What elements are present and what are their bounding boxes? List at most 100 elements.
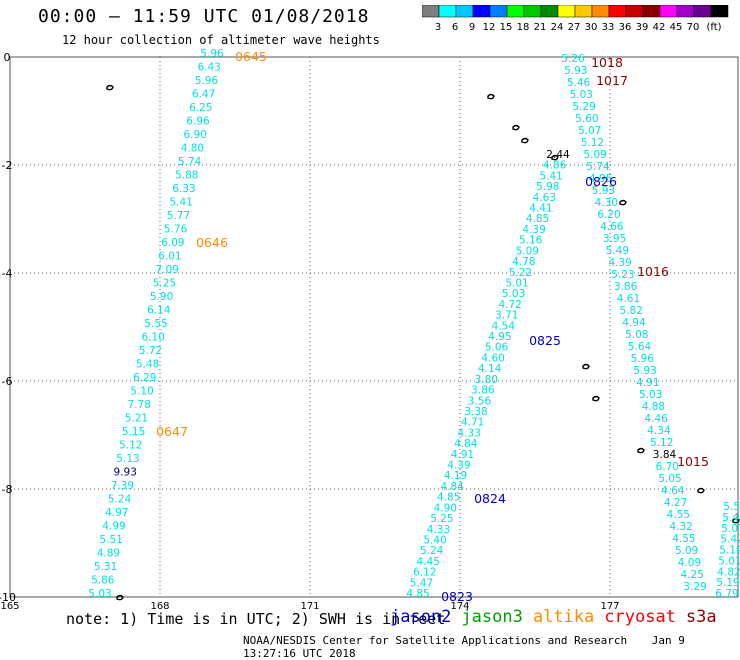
wave-height-value: 4.27 [664,497,687,509]
wave-height-value: 4.55 [672,533,695,545]
island-outline [697,487,705,494]
wave-height-value: 4.84 [454,438,478,450]
pass-time-label: 0826 [585,174,617,189]
wave-height-value: 5.41 [170,197,193,209]
wave-height-value: 6.79 [715,588,738,600]
island-outline [637,447,645,454]
wave-height-value: 4.84 [440,481,464,493]
island-outline [487,93,495,100]
wave-height-value: 5.93 [633,365,656,377]
wave-height-value: 5.15 [122,426,145,438]
island-outline [592,395,600,402]
wave-height-value: 4.09 [678,557,701,569]
wave-height-value: 5.72 [139,345,162,357]
wave-height-value: 5.07 [721,523,740,535]
wave-height-value: 5.24 [108,494,132,506]
colorbar-label: 45 [670,22,683,33]
island-outline [551,154,559,161]
wave-height-value: 2.44 [546,149,570,161]
wave-height-value: 4.78 [512,256,535,268]
wave-height-value: 5.24 [420,545,444,557]
wave-height-value: 4.46 [644,413,668,425]
island-outline [619,199,627,206]
wave-height-value: 3.80 [475,374,498,386]
wave-height-value: 5.40 [423,534,446,546]
wave-height-value: 6.43 [198,62,221,74]
wave-height-value: 5.09 [583,149,606,161]
map-subtitle: 12 hour collection of altimeter wave hei… [62,33,380,47]
wave-height-value: 5.48 [722,512,740,524]
island-outline [521,137,529,144]
wave-height-value: 4.39 [522,224,545,236]
wave-height-value: 5.60 [575,113,598,125]
wave-height-value: 5.49 [606,245,629,257]
colorbar-label: (ft) [706,22,721,33]
wave-height-value: 5.19 [719,545,740,557]
satellite-legend: jason2 jason3 altika cryosat s3a [390,607,727,627]
lat-label: -8 [2,483,13,496]
colorbar-label: 9 [469,22,475,33]
wave-height-value: 4.91 [451,449,474,461]
wave-height-value: 5.74 [586,161,610,173]
colorbar-label: 27 [568,22,581,33]
wave-height-value: 5.74 [178,156,202,168]
pass-time-label: 1018 [591,55,623,70]
wave-height-value: 4.39 [447,460,470,472]
island-outline [116,594,124,601]
wave-height-value: 5.96 [195,75,219,87]
island-outline [732,517,740,524]
wave-height-value: 3.71 [495,310,518,322]
colorbar-label: 12 [483,22,496,33]
wave-height-value: 4.82 [717,566,740,578]
wave-height-value: 4.14 [478,363,502,375]
wave-height-value: 4.85 [526,213,549,225]
pass-time-label: 1017 [596,73,628,88]
wave-height-value: 5.03 [570,89,593,101]
legend-s3a: s3a [685,607,717,627]
wave-height-value: 4.95 [488,331,511,343]
wave-height-value: 4.89 [97,548,120,560]
wave-height-value: 5.48 [136,359,159,371]
lon-label: 165 [0,601,19,612]
pass-time-label: 1016 [637,264,669,279]
map-frame [9,56,739,598]
lat-label: -6 [2,375,13,388]
wave-height-value: 4.33 [427,524,450,536]
wave-height-value: 4.32 [669,521,692,533]
wave-height-value: 5.98 [536,181,559,193]
wave-height-value: 5.01 [718,555,740,567]
colorbar-label: 3 [435,22,441,33]
pass-time-label: 0825 [529,333,561,348]
wave-height-value: 4.34 [647,425,671,437]
wave-height-value: 4.88 [642,401,665,413]
legend-jason2: jason2 [390,607,452,627]
wave-height-value: 4.30 [595,197,618,209]
wave-height-value: 5.86 [91,575,115,587]
wave-height-value: 7.39 [111,480,134,492]
footer-org: NOAA/NESDIS Center for Satellite Applica… [243,634,628,647]
wave-height-colorbar: 3 6 9 12 15 18 21 24 27 30 33 36 39 42 45 70 (ft) [422,5,729,33]
wave-height-value: 4.54 [492,320,516,332]
wave-height-value: 5.03 [639,389,662,401]
pass-time-label: 0647 [156,424,188,439]
wave-height-value: 4.71 [461,417,484,429]
colorbar-label: 30 [585,22,598,33]
wave-height-value: 5.12 [650,437,673,449]
wave-height-value: 4.95 [589,173,612,185]
lat-label: 0 [4,51,11,64]
wave-height-value: 5.41 [539,170,562,182]
pass-time-label: 0823 [441,589,473,604]
wave-height-value: 5.55 [144,318,167,330]
colorbar-label: 39 [636,22,649,33]
lon-label: 171 [300,601,319,612]
wave-height-value: 5.09 [675,545,698,557]
wave-height-value: 4.80 [181,143,204,155]
wave-height-value: 5.03 [88,588,111,600]
wave-height-value: 6.14 [147,305,171,317]
wave-height-value: 3.86 [471,385,495,397]
colorbar-label: 18 [517,22,530,33]
wave-height-value: 4.99 [102,521,125,533]
wave-height-value: 5.09 [516,245,539,257]
legend-altika: altika [532,607,595,627]
pass-time-label: 1015 [677,454,709,469]
